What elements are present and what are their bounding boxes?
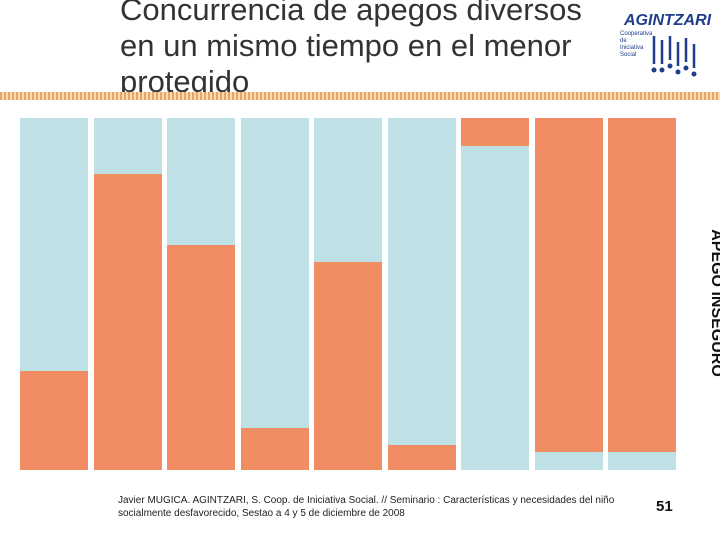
attachment-column: APEGO SEGURO [241,118,349,470]
seguro-segment [388,118,456,445]
seguro-segment [535,452,603,470]
seguro-segment [241,118,309,428]
seguro-segment [608,452,676,470]
inseguro-segment [608,118,676,452]
inseguro-segment [461,118,529,146]
seguro-segment [314,118,382,262]
attachment-column: APEGO INSEGURO [314,118,431,470]
inseguro-segment [314,262,382,470]
attachment-column: APEGO INSEGURO [94,118,211,470]
page-number: 51 [656,498,673,515]
seguro-segment [461,146,529,470]
attachment-column: APEGO SEGURO [20,118,128,470]
inseguro-segment [20,371,88,470]
logo-subtitle: Cooperativa de Iniciativa Social [620,31,653,58]
agintzari-logo: AGINTZARI Cooperativa de Iniciativa Soci… [598,10,712,80]
inseguro-segment [388,445,456,470]
inseguro-segment [241,428,309,470]
attachment-column: APEGO INSEGURO [167,118,284,470]
logo-name: AGINTZARI [624,12,712,29]
footer-citation: Javier MUGICA. AGINTZARI, S. Coop. de In… [118,495,615,519]
slide-title: Concurrencia de apegos diversos en un mi… [120,0,582,99]
seguro-segment [94,118,162,174]
attachment-column: APEGO SEGURO [388,118,496,470]
inseguro-segment [167,245,235,470]
logo-bars-icon [651,36,697,77]
column-label: APEGO INSEGURO [707,229,720,377]
decorative-stripe [0,92,720,100]
inseguro-segment [94,174,162,470]
inseguro-segment [535,118,603,452]
seguro-segment [167,118,235,245]
attachment-column: APEGO SEGURO [461,118,569,470]
seguro-segment [20,118,88,371]
attachment-column: APEGO INSEGURO [535,118,652,470]
attachment-column: APEGO INSEGURO [608,118,720,470]
